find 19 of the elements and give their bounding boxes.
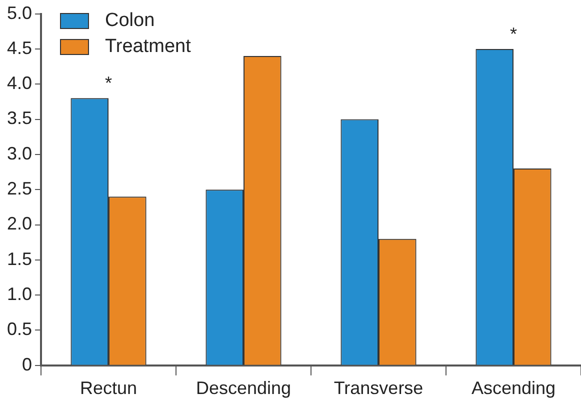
x-tick-label: Descending — [196, 378, 292, 398]
x-tick-label: Ascending — [471, 378, 556, 398]
y-tick-label: 1.5 — [6, 248, 32, 269]
y-tick-label: 0 — [22, 354, 32, 374]
legend-label: Treatment — [105, 35, 191, 59]
annotation: * — [510, 24, 518, 44]
x-tick-label: Transverse — [334, 378, 424, 398]
annotation: * — [105, 73, 112, 94]
y-tick-label: 3.5 — [6, 108, 32, 128]
y-tick-label: 4.5 — [6, 38, 32, 58]
y-tick-label: 2.5 — [6, 178, 32, 199]
y-tick-label: 2.0 — [6, 214, 32, 234]
y-tick-label: 0.5 — [6, 319, 32, 340]
legend-label: Colon — [105, 9, 155, 33]
y-tick-label: 4.0 — [6, 73, 32, 94]
y-tick-label: 5.0 — [6, 2, 32, 23]
y-tick-label: 1.0 — [6, 284, 32, 304]
y-tick-label: 3.0 — [6, 143, 32, 164]
x-tick-label: Rectun — [80, 378, 138, 398]
